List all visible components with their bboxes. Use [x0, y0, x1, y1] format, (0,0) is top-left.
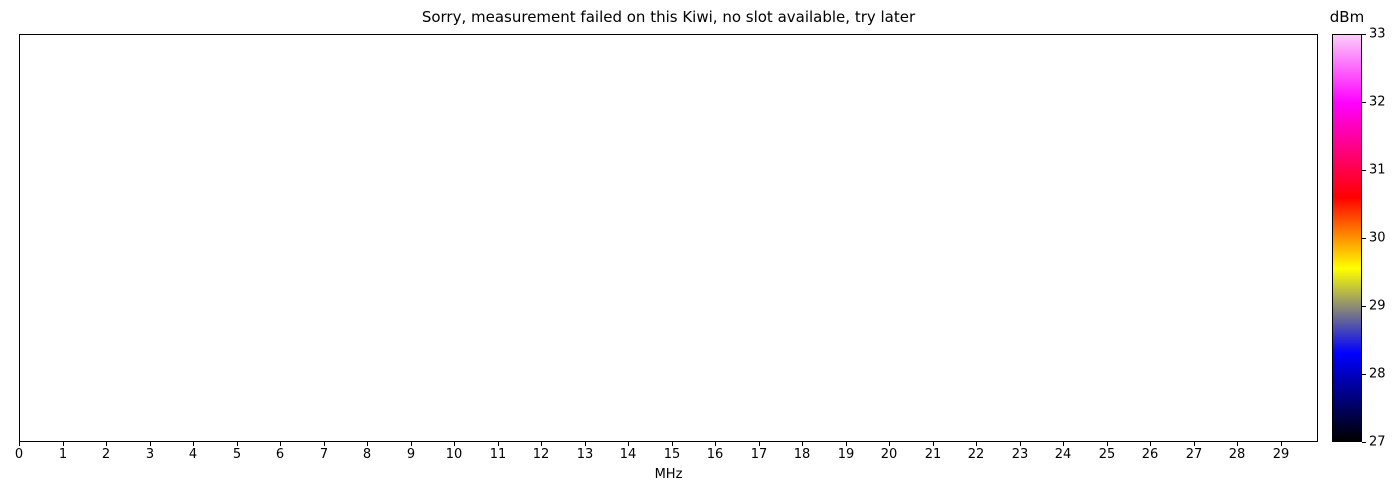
x-tick-mark	[367, 442, 368, 446]
x-tick-mark	[411, 442, 412, 446]
x-tick-mark	[1063, 442, 1064, 446]
x-tick-mark	[672, 442, 673, 446]
x-tick-label: 11	[489, 447, 507, 462]
x-tick-label: 8	[362, 447, 372, 462]
x-tick-mark	[846, 442, 847, 446]
colorbar-tick-label: 32	[1369, 94, 1386, 110]
x-tick-mark	[1194, 442, 1195, 446]
colorbar-gradient	[1332, 34, 1362, 442]
x-tick-label: 13	[576, 447, 594, 462]
x-tick-label: 10	[445, 447, 463, 462]
colorbar-tick-label: 29	[1369, 298, 1386, 314]
colorbar-tick-mark	[1362, 34, 1366, 35]
plot-area	[19, 34, 1318, 442]
x-tick-mark	[585, 442, 586, 446]
colorbar-tick-label: 30	[1369, 230, 1386, 246]
x-tick-label: 5	[232, 447, 242, 462]
x-tick-label: 1	[58, 447, 68, 462]
x-tick-mark	[933, 442, 934, 446]
x-tick-mark	[63, 442, 64, 446]
x-tick-label: 0	[14, 447, 24, 462]
x-tick-label: 12	[532, 447, 550, 462]
colorbar-tick-label: 31	[1369, 162, 1386, 178]
x-tick-mark	[1150, 442, 1151, 446]
x-tick-mark	[237, 442, 238, 446]
x-tick-mark	[889, 442, 890, 446]
chart-title: Sorry, measurement failed on this Kiwi, …	[421, 8, 916, 26]
x-tick-label: 23	[1011, 447, 1029, 462]
x-tick-label: 6	[275, 447, 285, 462]
x-tick-mark	[19, 442, 20, 446]
x-tick-label: 29	[1272, 447, 1290, 462]
colorbar-tick-mark	[1362, 374, 1366, 375]
x-tick-label: 26	[1141, 447, 1159, 462]
x-tick-mark	[1281, 442, 1282, 446]
x-axis-label: MHz	[654, 467, 683, 482]
x-tick-mark	[280, 442, 281, 446]
x-tick-mark	[1020, 442, 1021, 446]
x-tick-mark	[324, 442, 325, 446]
x-tick-mark	[150, 442, 151, 446]
colorbar-tick-label: 27	[1369, 434, 1386, 450]
x-tick-mark	[106, 442, 107, 446]
x-tick-label: 7	[319, 447, 329, 462]
colorbar-tick-label: 33	[1369, 26, 1386, 42]
x-tick-label: 18	[793, 447, 811, 462]
x-tick-mark	[976, 442, 977, 446]
x-tick-label: 2	[101, 447, 111, 462]
colorbar-tick-mark	[1362, 102, 1366, 103]
colorbar-tick-mark	[1362, 170, 1366, 171]
x-tick-mark	[454, 442, 455, 446]
x-tick-label: 22	[967, 447, 985, 462]
x-tick-mark	[1107, 442, 1108, 446]
x-tick-label: 28	[1228, 447, 1246, 462]
x-tick-label: 19	[837, 447, 855, 462]
x-tick-mark	[802, 442, 803, 446]
x-tick-label: 24	[1054, 447, 1072, 462]
x-axis: 0 1 2 3 4 5 6 7 8 9 10 11 12 13 14 15 16 17 18 19 20 21 22 23 24…	[15, 442, 1318, 472]
x-tick-mark	[498, 442, 499, 446]
x-tick-mark	[541, 442, 542, 446]
colorbar-tick-label: 28	[1369, 366, 1386, 382]
x-tick-label: 9	[406, 447, 416, 462]
colorbar-label: dBm	[1329, 8, 1365, 26]
x-tick-label: 14	[619, 447, 637, 462]
x-tick-mark	[628, 442, 629, 446]
x-tick-label: 4	[188, 447, 198, 462]
colorbar-tick-mark	[1362, 306, 1366, 307]
colorbar-tick-mark	[1362, 238, 1366, 239]
x-tick-label: 21	[924, 447, 942, 462]
x-tick-mark	[759, 442, 760, 446]
x-tick-label: 16	[706, 447, 724, 462]
x-tick-mark	[193, 442, 194, 446]
x-tick-mark	[1237, 442, 1238, 446]
colorbar-tick-mark	[1362, 442, 1366, 443]
x-tick-label: 17	[750, 447, 768, 462]
x-tick-label: 3	[145, 447, 155, 462]
x-tick-label: 25	[1098, 447, 1116, 462]
x-tick-mark	[715, 442, 716, 446]
x-tick-label: 20	[880, 447, 898, 462]
x-tick-label: 27	[1185, 447, 1203, 462]
colorbar-axis: 27 28 29 30 31 32 33	[1362, 28, 1398, 449]
x-tick-label: 15	[663, 447, 681, 462]
